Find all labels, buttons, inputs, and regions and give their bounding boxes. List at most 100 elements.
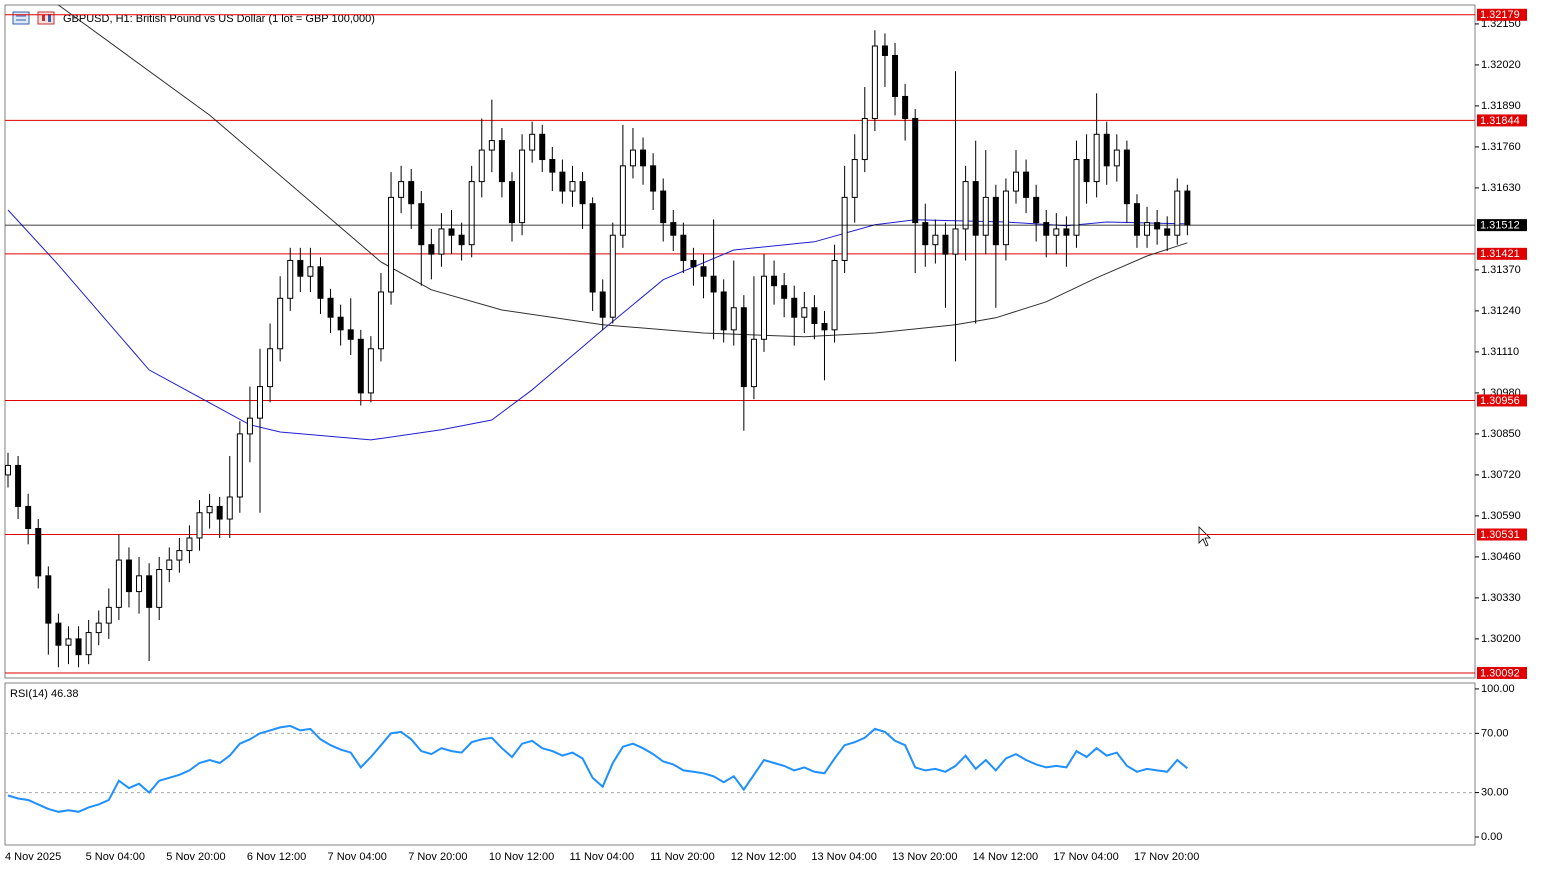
candle-body: [801, 307, 808, 318]
candle-body: [710, 275, 717, 293]
candle-body: [146, 575, 153, 608]
candle-body: [902, 95, 909, 120]
candle-body: [488, 140, 495, 151]
rsi-title: RSI(14) 46.38: [10, 688, 79, 700]
y-tick-label: 1.30720: [1481, 469, 1521, 481]
y-tick-label: 1.31240: [1481, 305, 1521, 317]
candle-body: [438, 228, 445, 255]
candle-body: [1073, 159, 1080, 236]
candle-body: [1013, 171, 1019, 192]
candle-body: [337, 316, 344, 331]
candle-body: [992, 196, 999, 246]
candle-body: [327, 297, 334, 318]
x-tick-label: 14 Nov 12:00: [973, 851, 1038, 863]
level-label-box: [1477, 114, 1527, 127]
candle-body: [85, 632, 92, 656]
candle-body: [55, 622, 62, 646]
candle-body: [216, 505, 223, 520]
level-label: 1.30092: [1480, 667, 1520, 679]
candle-body: [408, 181, 415, 205]
candle-body: [619, 165, 626, 236]
level-label-box: [1477, 394, 1527, 407]
x-tick-label: 5 Nov 20:00: [166, 851, 225, 863]
x-tick-label: 11 Nov 04:00: [569, 851, 634, 863]
y-tick-label: 1.31890: [1481, 100, 1521, 112]
candle-body: [367, 348, 374, 394]
candle-body: [65, 638, 72, 646]
candle-body: [5, 464, 11, 476]
current-price-box: [1477, 219, 1527, 232]
candle-body: [478, 149, 485, 183]
candle-body: [307, 266, 314, 277]
candle-body: [287, 259, 294, 299]
candle-body: [509, 181, 515, 224]
candle-body: [771, 275, 778, 287]
y-tick-label: 1.30330: [1481, 592, 1521, 604]
candle-body: [1033, 196, 1040, 224]
candle-body: [599, 291, 606, 318]
y-tick-label: 1.30590: [1481, 510, 1521, 522]
candle-body: [962, 181, 969, 230]
candle-body: [821, 323, 828, 331]
x-tick-label: 10 Nov 12:00: [489, 851, 554, 863]
candle-body: [549, 159, 556, 173]
candle-body: [317, 266, 324, 299]
level-label-box: [1477, 8, 1527, 21]
candle-body: [861, 118, 868, 161]
y-tick-label: 1.32020: [1481, 59, 1521, 71]
y-tick-label: 1.32150: [1481, 18, 1521, 30]
candle-body: [297, 259, 304, 277]
candle-body: [680, 234, 687, 261]
candle-body: [781, 285, 788, 299]
candle-body: [982, 196, 989, 236]
candle-body: [1184, 190, 1191, 226]
y-tick-label: 1.31630: [1481, 182, 1521, 194]
candle-body: [125, 559, 132, 593]
candle-body: [267, 348, 274, 388]
candle-body: [418, 203, 425, 246]
level-label-box: [1477, 666, 1527, 679]
icon-bar: [42, 15, 45, 21]
candle-body: [841, 196, 848, 261]
level-label-box: [1477, 528, 1527, 541]
candle-body: [529, 133, 536, 151]
candle-body: [650, 165, 657, 192]
candle-body: [15, 464, 22, 507]
candle-body: [186, 537, 193, 552]
candle-body: [246, 417, 253, 435]
candle-body: [640, 149, 647, 167]
candle-body: [1174, 190, 1181, 236]
level-label-box: [1477, 247, 1527, 260]
candle-body: [851, 159, 858, 198]
candle-body: [1144, 222, 1151, 236]
level-label: 1.30531: [1480, 529, 1520, 541]
candle-body: [932, 234, 939, 246]
mouse-cursor: [1198, 526, 1211, 547]
candle-body: [156, 569, 163, 608]
candle-body: [468, 181, 475, 246]
x-tick-label: 11 Nov 20:00: [650, 851, 715, 863]
x-tick-label: 13 Nov 20:00: [892, 851, 957, 863]
plot-area: [5, 5, 1475, 674]
candle-body: [670, 222, 677, 236]
main-frame: [4, 4, 1476, 679]
x-tick-label: 7 Nov 20:00: [408, 851, 467, 863]
icon-bar: [48, 14, 51, 22]
y-tick-label: 1.30460: [1481, 551, 1521, 563]
y-tick-label: 1.31370: [1481, 264, 1521, 276]
y-tick-label: 1.30850: [1481, 428, 1521, 440]
candle-body: [1103, 133, 1110, 167]
candle-body: [498, 140, 505, 183]
candle-body: [196, 512, 203, 539]
chart-title: GBPUSD, H1: British Pound vs US Dollar (…: [63, 13, 375, 25]
candle-body: [1133, 203, 1140, 236]
candle-body: [388, 196, 395, 293]
candle-body: [690, 259, 697, 268]
candle-body: [357, 338, 364, 394]
candle-body: [761, 275, 767, 340]
candle-body: [1154, 222, 1161, 230]
candle-body: [45, 575, 52, 624]
candle-body: [1123, 149, 1130, 205]
candle-body: [811, 307, 818, 325]
